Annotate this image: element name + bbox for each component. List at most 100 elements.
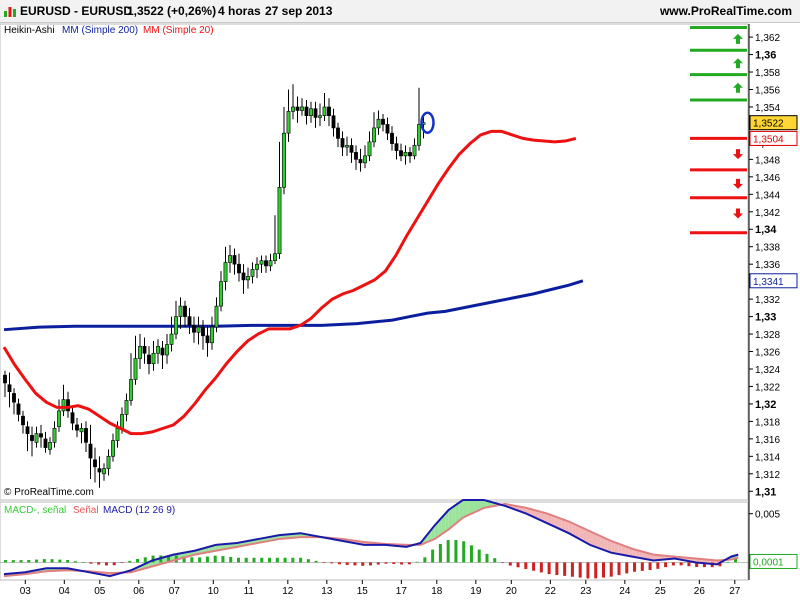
macd-histogram-bar — [640, 562, 644, 571]
candle — [250, 269, 255, 277]
candle — [174, 316, 178, 335]
macd-plot-frame — [0, 501, 749, 581]
macd-fill — [469, 500, 474, 515]
candle — [70, 412, 75, 424]
chart-header: EURUSD - EURUSD 1,3522 (+0,26%) 4 horas … — [0, 0, 800, 23]
candle — [259, 260, 264, 265]
y-tick-label: 1,346 — [755, 173, 780, 184]
macd-fill — [582, 528, 587, 543]
macd-histogram-bar — [50, 559, 54, 563]
x-tick-label: 18 — [431, 586, 443, 597]
macd-histogram-bar — [299, 557, 303, 563]
macd-fill — [600, 536, 605, 551]
candle — [16, 403, 21, 415]
macd-histogram-bar — [120, 562, 124, 564]
macd-fill — [642, 551, 647, 560]
x-tick-label: 27 — [729, 586, 741, 597]
candle — [354, 152, 358, 160]
macd-histogram-bar — [687, 562, 691, 567]
macd-fill — [215, 544, 220, 551]
macd-last-label: 0,0001 — [753, 557, 784, 568]
arrow-up-icon — [733, 33, 743, 44]
y-tick-label: 1,312 — [755, 470, 780, 481]
candle — [268, 260, 273, 267]
macd-fill — [589, 531, 594, 547]
x-tick-label: 12 — [282, 586, 294, 597]
legend-ma200: MM (Simple 200) — [62, 25, 138, 36]
candle — [295, 106, 300, 111]
x-tick-label: 11 — [244, 586, 255, 597]
macd-histogram-bar — [260, 557, 264, 563]
y-tick-label: 1,36 — [755, 50, 776, 62]
macd-histogram-bar — [532, 562, 536, 571]
x-tick-label: 10 — [208, 586, 220, 597]
macd-histogram-bar — [136, 559, 140, 563]
candle — [120, 414, 124, 429]
macd-fill — [480, 500, 485, 510]
candle — [300, 106, 304, 111]
macd-histogram-bar — [268, 557, 272, 563]
macd-fill — [572, 523, 576, 538]
macd-fill — [625, 546, 629, 556]
candle — [133, 358, 138, 380]
time-axis: 03 04 05 06 07 10 11 12 13 15 17 18 19 20 22 23 24 25 26 27 — [20, 580, 741, 597]
candle — [39, 433, 43, 438]
macd-fill — [544, 512, 548, 524]
macd-histogram-bar — [291, 557, 295, 563]
candle — [313, 108, 318, 118]
macd-histogram-bar — [516, 562, 520, 568]
macd-panel[interactable] — [0, 499, 749, 581]
macd-fill — [635, 549, 640, 558]
arrow-down-icon — [733, 178, 743, 189]
legend-ma20: MM (Simple 20) — [143, 25, 214, 36]
macd-fill — [540, 511, 545, 522]
macd-histogram-bar — [97, 562, 101, 565]
x-tick-label: 04 — [59, 586, 71, 597]
macd-fill — [618, 543, 622, 555]
macd-histogram-bar — [35, 559, 39, 563]
candle — [12, 393, 16, 403]
candle — [151, 352, 156, 365]
y-tick-label: 1,362 — [755, 33, 780, 44]
macd-histogram-bar — [594, 562, 598, 579]
candle — [147, 354, 151, 365]
price-chart[interactable]: 1,3621,361,3581,3561,3541,351,3481,3461,… — [0, 22, 800, 600]
price-panel[interactable] — [0, 23, 749, 501]
y-tick-label: 1,326 — [755, 348, 780, 359]
x-tick-label: 15 — [357, 586, 369, 597]
macd-histogram-bar — [66, 560, 70, 563]
x-tick-label: 13 — [321, 586, 333, 597]
candle — [264, 260, 268, 267]
candle — [52, 428, 57, 443]
y-tick-label: 1,328 — [755, 330, 780, 341]
candle — [372, 127, 376, 143]
y-tick-label: 1,348 — [755, 155, 780, 166]
candle — [201, 326, 205, 337]
x-tick-label: 24 — [619, 586, 631, 597]
macd-fill — [607, 539, 612, 553]
macd-histogram-bar — [322, 562, 326, 563]
highlight-ring — [420, 111, 435, 134]
macd-y-tick-label: 0,005 — [755, 510, 780, 521]
legend-heikin: Heikin-Ashi — [4, 25, 55, 36]
macd-fill — [568, 521, 573, 536]
candle — [318, 115, 322, 118]
macd-histogram-bar — [143, 557, 147, 563]
y-tick-label: 1,318 — [755, 417, 780, 428]
candle — [142, 345, 147, 354]
candle — [223, 262, 228, 282]
macd-fill — [547, 513, 552, 526]
candle — [399, 150, 403, 157]
macd-histogram-bar — [648, 562, 652, 571]
candle — [169, 333, 174, 345]
macd-histogram-bar — [469, 545, 473, 563]
macd-histogram-bar — [275, 557, 279, 563]
macd-line — [3, 499, 739, 578]
x-tick-label: 23 — [580, 586, 592, 597]
macd-histogram-bar — [244, 557, 248, 563]
macd-histogram-bar — [524, 562, 528, 570]
macd-histogram-bar — [182, 556, 186, 563]
macd-histogram-bar — [555, 562, 559, 576]
macd-fill — [427, 529, 432, 542]
candle — [115, 428, 120, 441]
